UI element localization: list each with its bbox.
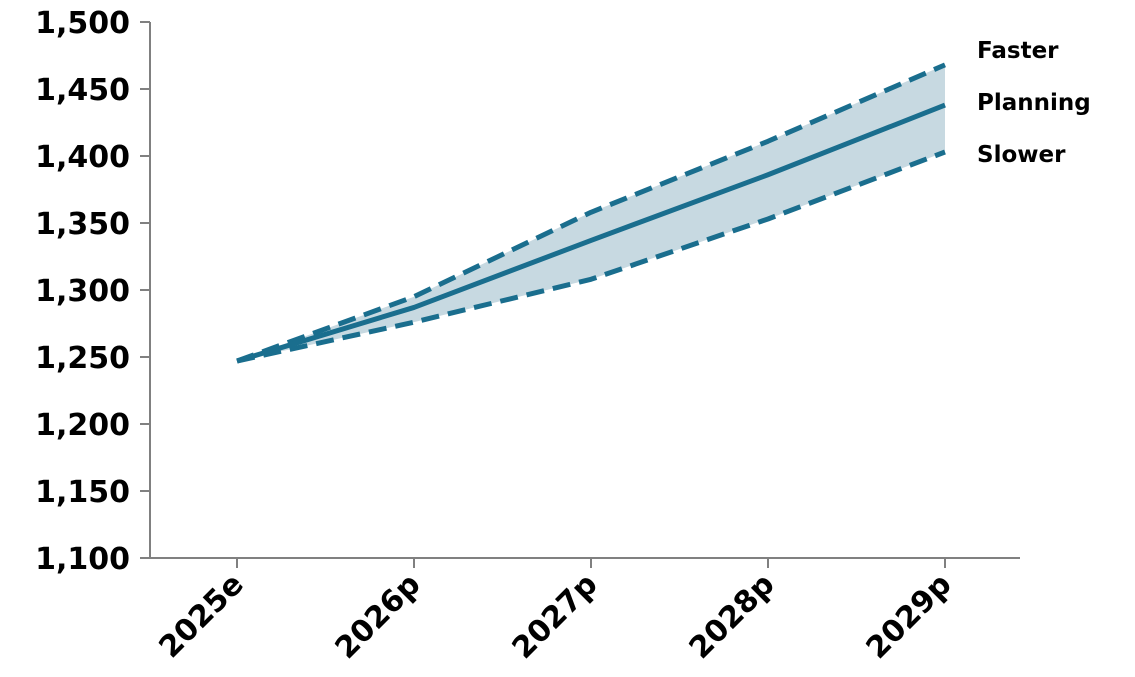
y-tick-label: 1,450	[35, 73, 130, 108]
y-tick-label: 1,200	[35, 408, 130, 443]
series-line-planning	[236, 102, 946, 364]
x-tick-label: 2027p	[506, 567, 605, 666]
series-lines	[236, 62, 946, 364]
legend-label-planning: Planning	[977, 90, 1091, 116]
series-line-slower	[236, 149, 946, 364]
series-line-faster	[236, 62, 946, 364]
legend-label-slower: Slower	[977, 142, 1066, 168]
y-tick-label: 1,250	[35, 341, 130, 376]
axes	[140, 21, 1020, 568]
y-tick-label: 1,150	[35, 475, 130, 510]
y-tick-label: 1,400	[35, 140, 130, 175]
x-axis-tick-labels: 2025e 2026p 2027p 2028p 2029p	[152, 567, 958, 666]
y-axis-tick-labels: 1,100 1,150 1,200 1,250 1,300 1,350 1,400 1,450…	[35, 6, 130, 577]
x-tick-label: 2028p	[683, 567, 782, 666]
y-tick-label: 1,300	[35, 274, 130, 309]
y-tick-label: 1,100	[35, 542, 130, 577]
x-tick-label: 2029p	[860, 567, 959, 666]
x-tick-label: 2026p	[329, 567, 428, 666]
x-tick-label: 2025e	[152, 567, 250, 665]
legend-label-faster: Faster	[977, 38, 1059, 64]
y-tick-label: 1,500	[35, 6, 130, 41]
legend: Faster Planning Slower	[977, 38, 1091, 168]
y-tick-label: 1,350	[35, 207, 130, 242]
